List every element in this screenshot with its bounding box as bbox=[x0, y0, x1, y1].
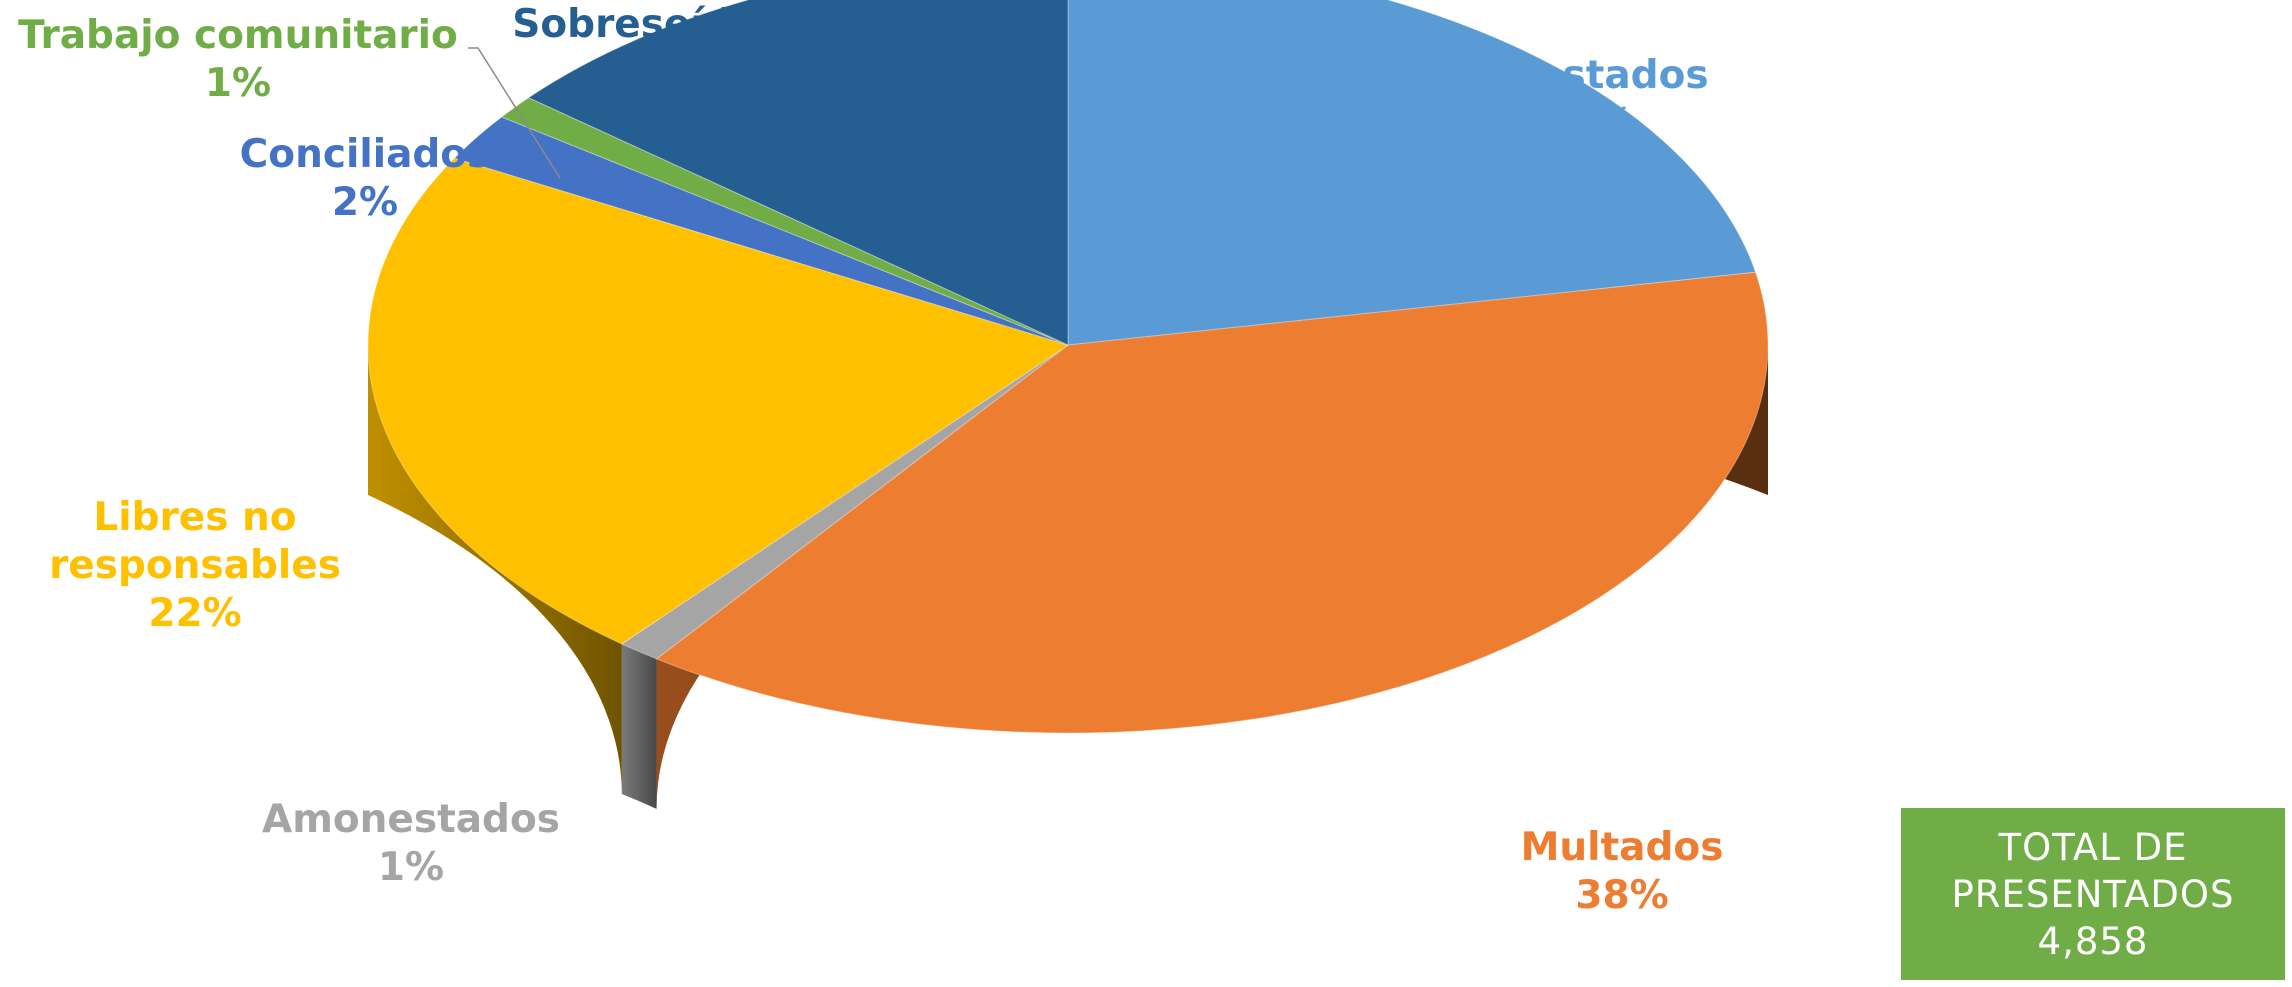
slice-sobrese-dos bbox=[527, 0, 1069, 346]
slice-arrestados bbox=[1067, 0, 1757, 346]
total-value: 4,858 bbox=[2037, 919, 2149, 963]
label-sobrese-dos: Sobreseídos 14% bbox=[512, 2, 781, 95]
leader-lines bbox=[468, 47, 561, 179]
label-text: responsables bbox=[49, 543, 341, 588]
slice-conciliados bbox=[453, 116, 1069, 346]
label-trabajo-comunitario: Trabajo comunitario 1% bbox=[18, 13, 458, 106]
total-line-2: PRESENTADOS bbox=[1951, 872, 2235, 916]
slice-multados bbox=[655, 271, 1769, 734]
label-text: Sobreseídos bbox=[512, 2, 781, 47]
value-label: 22% bbox=[1541, 101, 1634, 146]
slice-libres-no-responsables bbox=[367, 157, 1070, 645]
value-label: 2% bbox=[332, 180, 398, 225]
label-text: Arrestados bbox=[1467, 53, 1708, 98]
slice-labels: Arrestados 22%Multados 38%Amonestados 1%Lib… bbox=[18, 2, 1723, 918]
label-conciliados: Conciliados 2% bbox=[240, 132, 491, 225]
label-multados: Multados 38% bbox=[1521, 825, 1724, 918]
value-label: 1% bbox=[205, 61, 271, 106]
label-text: Multados bbox=[1521, 825, 1724, 870]
total-line-1: TOTAL DE bbox=[1998, 825, 2188, 869]
label-text: Libres no bbox=[93, 495, 296, 540]
label-amonestados: Amonestados 1% bbox=[262, 797, 560, 890]
label-text: Conciliados bbox=[240, 132, 491, 177]
value-label: 38% bbox=[1575, 873, 1668, 918]
value-label: 22% bbox=[148, 591, 241, 636]
label-libres-no-responsables: Libres no responsables 22% bbox=[49, 495, 341, 636]
slice-amonestados bbox=[620, 344, 1069, 660]
label-arrestados: Arrestados 22% bbox=[1467, 53, 1708, 146]
value-label: 1% bbox=[378, 845, 444, 890]
pie-top-faces bbox=[367, 0, 1769, 734]
side-wall-shade bbox=[621, 643, 657, 809]
value-label: 14% bbox=[600, 50, 693, 95]
leader-line-trabajo-comunitario bbox=[468, 47, 561, 179]
label-text: Trabajo comunitario bbox=[18, 13, 458, 58]
label-text: Amonestados bbox=[262, 797, 560, 842]
total-presentados-box: TOTAL DE PRESENTADOS 4,858 bbox=[1901, 808, 2285, 980]
